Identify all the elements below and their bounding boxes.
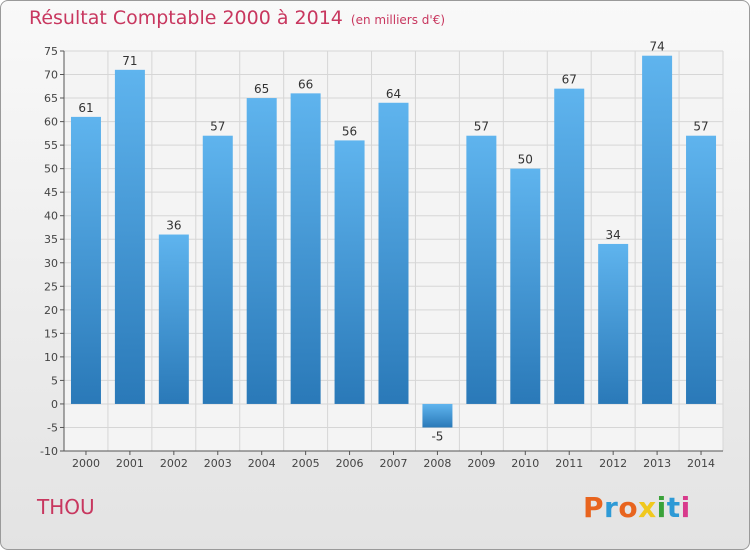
y-tick-label: 20 bbox=[44, 304, 58, 317]
y-tick-label: 25 bbox=[44, 280, 58, 293]
logo-letter: r bbox=[604, 491, 619, 524]
bar-2009 bbox=[466, 135, 497, 404]
chart-unit-label: (en milliers d'€) bbox=[350, 13, 446, 27]
y-tick-label: 70 bbox=[44, 69, 58, 82]
x-tick-label-2003: 2003 bbox=[204, 457, 232, 470]
y-tick-label: 40 bbox=[44, 210, 58, 223]
y-tick-label: -10 bbox=[40, 445, 58, 458]
commune-name: THOU bbox=[37, 495, 95, 519]
data-label-2007: 64 bbox=[386, 87, 401, 101]
bar-2004 bbox=[246, 98, 277, 404]
x-tick-label-2008: 2008 bbox=[423, 457, 451, 470]
data-label-2014: 57 bbox=[693, 120, 708, 134]
bar-2014 bbox=[686, 135, 717, 404]
bar-2008 bbox=[422, 403, 453, 428]
data-label-2005: 66 bbox=[298, 77, 313, 91]
y-tick-label: 45 bbox=[44, 186, 58, 199]
x-tick-label-2004: 2004 bbox=[248, 457, 276, 470]
bar-2002 bbox=[158, 234, 189, 404]
y-tick-label: 0 bbox=[51, 398, 58, 411]
logo-letter: i bbox=[656, 491, 667, 524]
x-tick-label-2000: 2000 bbox=[72, 457, 100, 470]
y-tick-label: 65 bbox=[44, 92, 58, 105]
bar-2003 bbox=[202, 135, 233, 404]
x-tick-label-2014: 2014 bbox=[687, 457, 715, 470]
x-tick-label-2013: 2013 bbox=[643, 457, 671, 470]
y-tick-label: 30 bbox=[44, 257, 58, 270]
bar-2010 bbox=[510, 168, 541, 404]
data-label-2008: -5 bbox=[431, 429, 443, 443]
bar-2012 bbox=[598, 243, 629, 404]
data-label-2001: 71 bbox=[122, 54, 137, 68]
y-tick-label: 15 bbox=[44, 327, 58, 340]
data-label-2009: 57 bbox=[474, 120, 489, 134]
y-tick-label: 75 bbox=[44, 45, 58, 58]
x-tick-label-2010: 2010 bbox=[511, 457, 539, 470]
data-label-2002: 36 bbox=[166, 219, 181, 233]
x-tick-label-2007: 2007 bbox=[380, 457, 408, 470]
data-label-2000: 61 bbox=[78, 101, 93, 115]
y-tick-label: 60 bbox=[44, 116, 58, 129]
logo-letter: x bbox=[638, 491, 657, 524]
data-label-2013: 74 bbox=[649, 40, 664, 54]
bar-2013 bbox=[642, 55, 673, 404]
x-tick-label-2002: 2002 bbox=[160, 457, 188, 470]
y-tick-label: 10 bbox=[44, 351, 58, 364]
bar-2007 bbox=[378, 102, 409, 404]
chart-title: Résultat Comptable 2000 à 2014 bbox=[29, 7, 343, 29]
logo-letter: P bbox=[583, 491, 605, 524]
bar-2006 bbox=[334, 140, 365, 404]
logo-letter: t bbox=[666, 491, 681, 524]
data-label-2003: 57 bbox=[210, 120, 225, 134]
y-tick-label: 50 bbox=[44, 163, 58, 176]
y-tick-label: 5 bbox=[51, 374, 58, 387]
logo-letter: i bbox=[680, 491, 691, 524]
bar-2005 bbox=[290, 93, 321, 404]
bar-2001 bbox=[114, 69, 145, 404]
x-tick-label-2005: 2005 bbox=[292, 457, 320, 470]
bar-2000 bbox=[70, 116, 101, 404]
data-label-2004: 65 bbox=[254, 82, 269, 96]
bar-2011 bbox=[554, 88, 585, 404]
y-tick-label: -5 bbox=[47, 421, 58, 434]
data-label-2006: 56 bbox=[342, 124, 357, 138]
x-tick-label-2011: 2011 bbox=[555, 457, 583, 470]
title-row: Résultat Comptable 2000 à 2014 (en millie… bbox=[29, 7, 445, 29]
proxiti-logo: Proxiti bbox=[583, 491, 691, 524]
x-tick-label-2012: 2012 bbox=[599, 457, 627, 470]
logo-letter: o bbox=[618, 491, 639, 524]
y-tick-label: 35 bbox=[44, 233, 58, 246]
data-label-2012: 34 bbox=[606, 228, 621, 242]
y-tick-label: 55 bbox=[44, 139, 58, 152]
data-label-2011: 67 bbox=[562, 73, 577, 87]
x-tick-label-2009: 2009 bbox=[467, 457, 495, 470]
data-label-2010: 50 bbox=[518, 153, 533, 167]
x-tick-label-2006: 2006 bbox=[336, 457, 364, 470]
x-tick-label-2001: 2001 bbox=[116, 457, 144, 470]
